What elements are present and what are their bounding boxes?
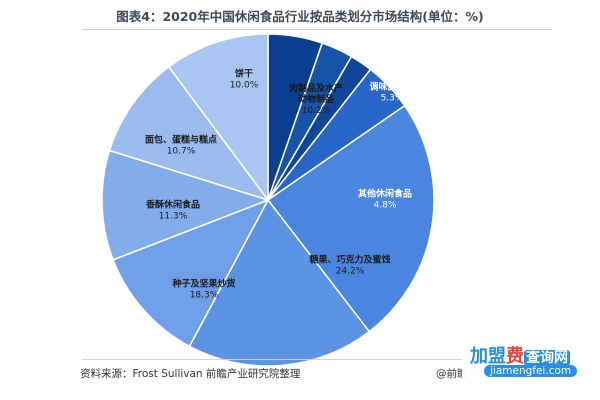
slice-value-label: 2.2% xyxy=(434,169,457,179)
watermark-url: jiamengfei.com xyxy=(484,365,578,377)
slice-category-label: 香酥休闲食品 xyxy=(145,199,200,211)
figure-title: 图表4：2020年中国休闲食品行业按品类划分市场结构(单位：%) xyxy=(116,9,484,24)
slice-label: 面包、蛋糕与糕点 10.7% xyxy=(145,134,217,157)
slice-value-label: 10.7% xyxy=(167,147,196,157)
slice-label: 饼干 10.0% xyxy=(230,68,259,91)
watermark-logo: 加盟费 查询网 jiamengfei.com xyxy=(462,340,592,382)
slice-label: 调味面制品 5.3% xyxy=(369,81,414,104)
watermark-part2: 费 xyxy=(506,346,524,367)
slice-category-label: 种子及坚果炒货 xyxy=(171,278,235,290)
pie-slice xyxy=(266,104,435,333)
slice-label: 香酥休闲食品 11.3% xyxy=(145,199,200,222)
watermark-part3: 查询网 xyxy=(524,350,570,366)
slice-value-label: 5.3% xyxy=(381,94,404,104)
slice-value-label: 4.8% xyxy=(374,201,397,211)
pie-slice xyxy=(167,33,269,203)
source-note: 资料来源：Frost Sullivan 前瞻产业研究院整理 xyxy=(80,368,301,380)
slice-label: 休闲豆干制品 2.2% xyxy=(433,156,488,179)
slice-value-label: 10.2% xyxy=(302,106,331,116)
slice-category-label: 饼干 xyxy=(235,68,253,80)
slice-label: 糖果、巧克力及蜜饯 24.2% xyxy=(309,254,390,277)
slice-category-label: 面包、蛋糕与糕点 xyxy=(145,134,217,146)
slice-value-label: 11.3% xyxy=(159,212,188,222)
slice-category-label: 肉制品及水产 xyxy=(289,82,343,94)
slice-label: 种子及坚果炒货 18.3% xyxy=(171,278,235,301)
slice-label: 休闲蔬菜制品 3.1% xyxy=(433,126,488,149)
slice-value-label: 3.1% xyxy=(434,139,457,149)
slice-value-label: 10.0% xyxy=(230,81,259,91)
slice-value-label: 18.3% xyxy=(190,291,219,301)
slice-category-label: 调味面制品 xyxy=(369,81,414,93)
source-divider xyxy=(82,359,552,360)
slice-category-label: 休闲蔬菜制品 xyxy=(433,126,488,138)
slice-value-label: 24.2% xyxy=(336,267,365,277)
title-divider xyxy=(82,29,552,30)
slice-category-label: 动物制品 xyxy=(298,93,334,105)
pie-slice xyxy=(112,198,270,348)
slice-label: 肉制品及水产动物制品 10.2% xyxy=(289,82,343,116)
pie-slice xyxy=(108,65,270,202)
slice-category-label: 其他休闲食品 xyxy=(358,188,412,200)
slice-label: 其他休闲食品 4.8% xyxy=(358,188,412,211)
brand-mark: @前瞻 xyxy=(436,368,468,380)
pie-slice xyxy=(188,198,371,367)
slice-category-label: 休闲豆干制品 xyxy=(433,156,488,168)
watermark-title: 加盟费 查询网 xyxy=(470,342,570,368)
watermark-part1: 加盟 xyxy=(470,346,506,367)
slice-category-label: 糖果、巧克力及蜜饯 xyxy=(309,254,390,266)
pie-slice xyxy=(101,149,271,261)
